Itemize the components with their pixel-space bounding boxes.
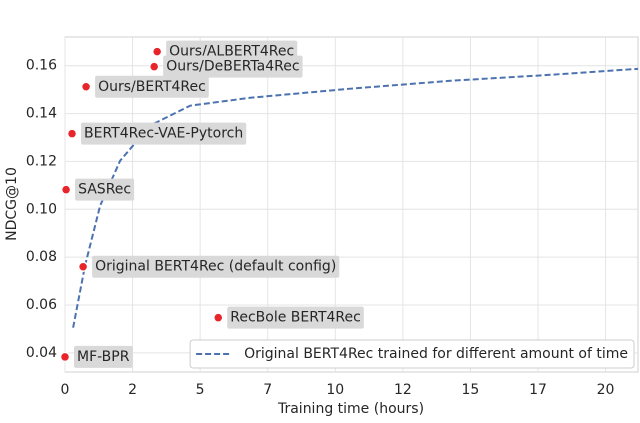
y-tick-label: 0.06 (26, 297, 57, 313)
point-center (70, 132, 74, 136)
x-tick-label: 7 (263, 382, 272, 398)
label-box (163, 55, 303, 78)
x-tick-label: 15 (462, 382, 480, 398)
point-center (155, 50, 159, 54)
y-tick-label: 0.10 (26, 201, 57, 217)
legend-box (189, 339, 635, 369)
point-center (152, 65, 156, 69)
y-tick-label: 0.14 (26, 106, 57, 122)
x-tick-label: 5 (196, 382, 205, 398)
point-label: SASRec (78, 182, 131, 198)
y-tick-label: 0.12 (26, 153, 57, 169)
x-tick-label: 10 (326, 382, 344, 398)
point-label: BERT4Rec-VAE-Pytorch (84, 126, 243, 142)
label-box (75, 178, 135, 201)
point-center (84, 85, 88, 89)
point-center (64, 188, 68, 192)
x-tick-label: 17 (529, 382, 547, 398)
y-axis-label: NDCG@10 (4, 167, 20, 241)
point-label: Ours/BERT4Rec (98, 79, 206, 95)
label-box (95, 75, 209, 98)
x-tick-label: 0 (61, 382, 70, 398)
point-label: Original BERT4Rec (default config) (95, 259, 336, 275)
label-box (81, 122, 247, 145)
legend-label: Original BERT4Rec trained for different … (244, 346, 628, 362)
point-center (81, 265, 85, 269)
label-box (92, 255, 340, 278)
point-center (63, 355, 67, 359)
point-label: MF-BPR (77, 349, 130, 365)
label-box (74, 345, 133, 368)
line (72, 67, 639, 328)
y-tick-label: 0.08 (26, 249, 57, 265)
x-tick-label: 2 (128, 382, 137, 398)
point-label: Ours/ALBERT4Rec (169, 44, 294, 60)
point-label: RecBole BERT4Rec (230, 310, 361, 326)
x-tick-label: 20 (597, 382, 615, 398)
point-center (216, 316, 220, 320)
x-axis-label: Training time (hours) (277, 401, 424, 417)
y-tick-label: 0.04 (26, 345, 57, 361)
y-tick-label: 0.16 (26, 58, 57, 74)
label-box (227, 306, 364, 329)
point-label: Ours/DeBERTa4Rec (166, 59, 299, 75)
x-tick-label: 12 (394, 382, 412, 398)
